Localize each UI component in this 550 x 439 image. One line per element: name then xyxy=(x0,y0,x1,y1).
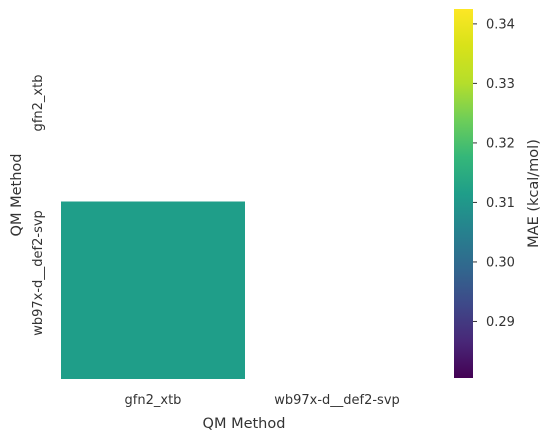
heatmap-cells xyxy=(61,201,245,379)
colorbar-tick-label: 0.30 xyxy=(486,255,515,270)
colorbar-tick-label: 0.31 xyxy=(486,196,515,211)
x-tick-labels: gfn2_xtb wb97x-d__def2-svp xyxy=(125,393,400,408)
colorbar-tick-label: 0.29 xyxy=(486,315,515,330)
colorbar-tick-label: 0.32 xyxy=(486,136,515,151)
x-tick-label: gfn2_xtb xyxy=(125,393,182,408)
y-tick-label: wb97x-d__def2-svp xyxy=(31,210,46,336)
colorbar-tick-label: 0.34 xyxy=(486,17,515,32)
y-tick-labels: gfn2_xtb wb97x-d__def2-svp xyxy=(31,75,46,336)
colorbar-tick-label: 0.33 xyxy=(486,77,515,92)
colorbar: 0.29 0.30 0.31 0.32 0.33 0.34 MAE (kcal/mol) xyxy=(454,9,542,378)
x-axis-label: QM Method xyxy=(203,416,286,432)
y-tick-label: gfn2_xtb xyxy=(31,75,46,132)
y-axis-label: QM Method xyxy=(9,154,25,237)
heatmap-cell xyxy=(61,201,245,379)
colorbar-gradient xyxy=(454,9,473,378)
x-tick-label: wb97x-d__def2-svp xyxy=(274,393,400,408)
colorbar-label: MAE (kcal/mol) xyxy=(526,139,542,248)
colorbar-ticks: 0.29 0.30 0.31 0.32 0.33 0.34 xyxy=(473,17,515,330)
